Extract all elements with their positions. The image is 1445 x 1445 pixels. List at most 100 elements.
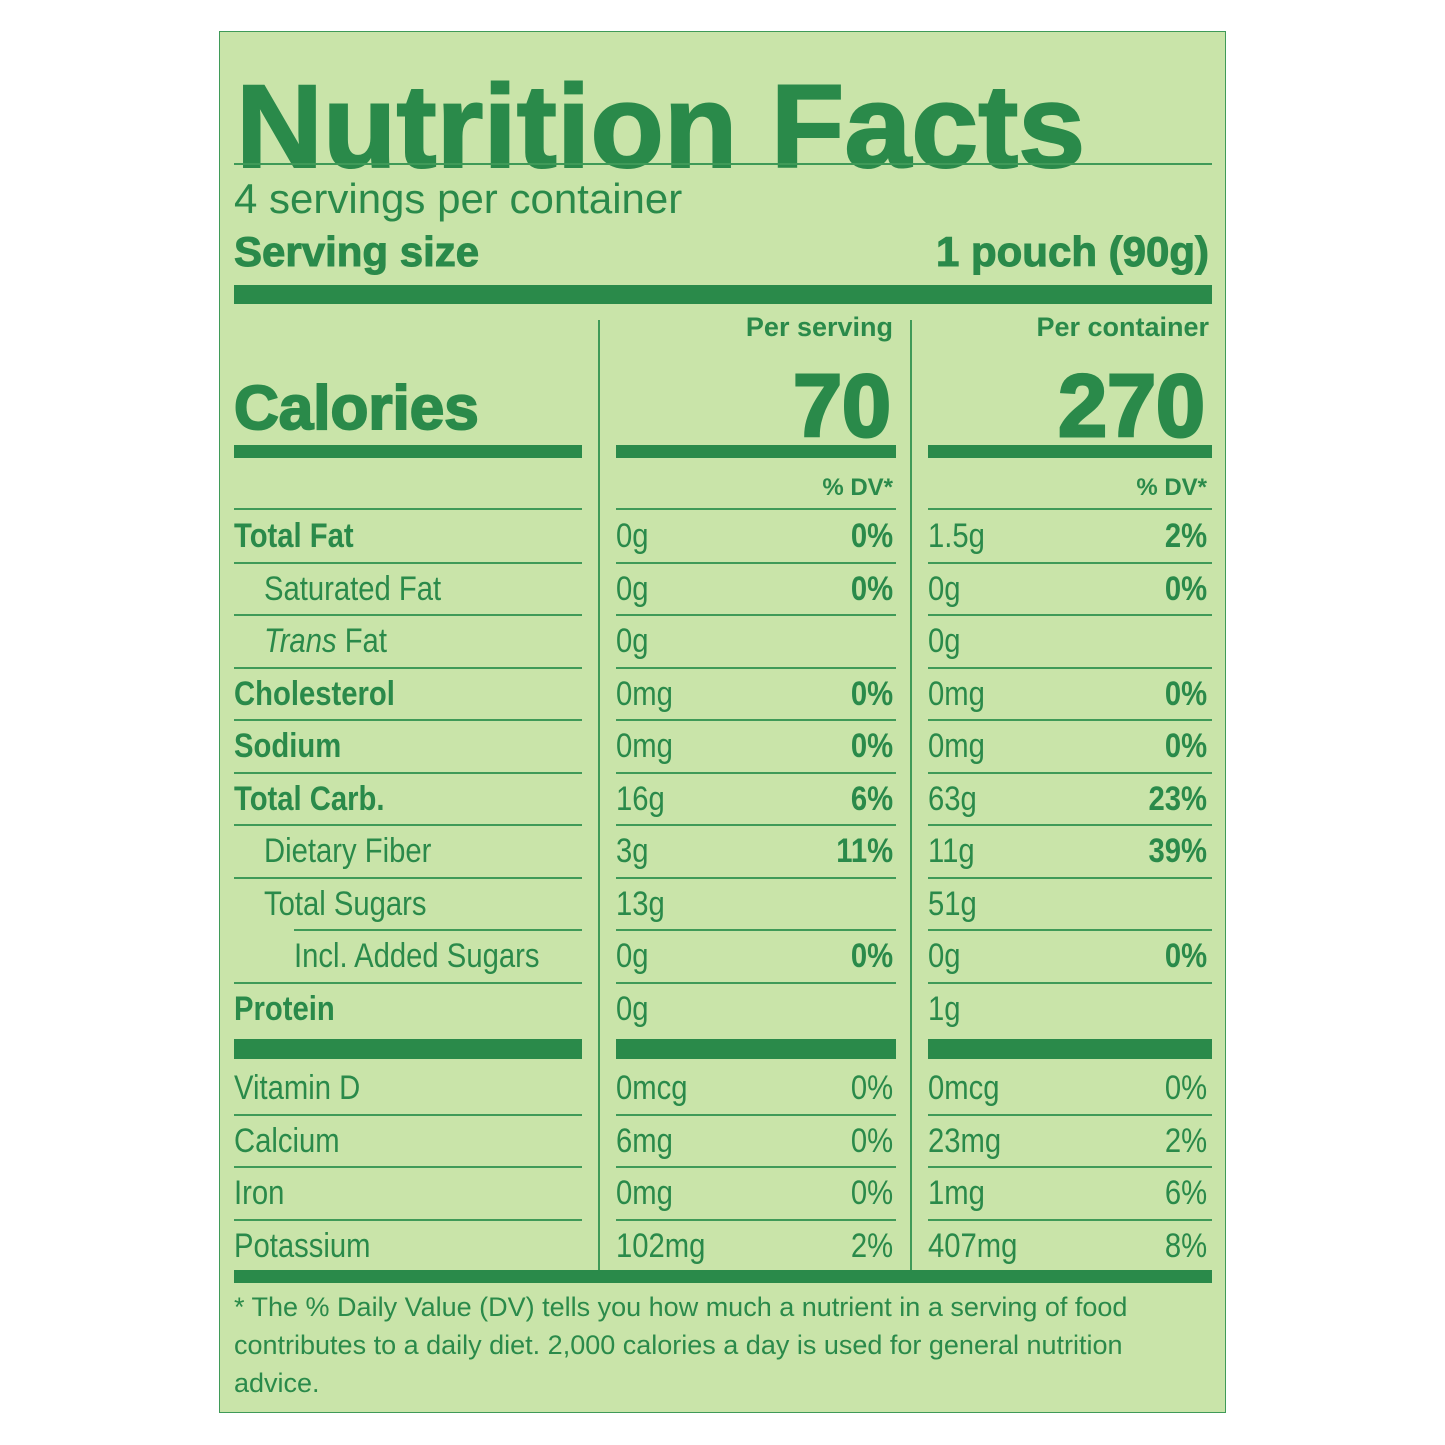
calories-divider-mid — [616, 445, 896, 458]
serving-amount: 0g — [616, 622, 649, 660]
nutrient-row: Cholesterol 0mg 0% 0mg 0% — [220, 668, 1225, 720]
serving-amount: 6mg — [616, 1121, 673, 1160]
nutrient-divider-right — [928, 1039, 1212, 1059]
container-amount: 1.5g — [928, 517, 985, 555]
row-divider — [616, 824, 896, 826]
label-title: Nutrition Facts — [235, 61, 1086, 193]
nutrient-name: Incl. Added Sugars — [294, 937, 540, 975]
container-dv: 23% — [1148, 779, 1207, 818]
serving-amount: 0mcg — [616, 1069, 688, 1107]
nutrient-name: Dietary Fiber — [264, 832, 432, 870]
container-amount: 0mg — [928, 674, 985, 713]
serving-amount: 0mg — [616, 727, 673, 765]
serving-amount: 0g — [616, 989, 649, 1028]
row-divider — [234, 1166, 582, 1168]
container-amount: 1mg — [928, 1174, 985, 1212]
serving-dv: 0% — [850, 727, 893, 765]
nutrient-name: Cholesterol — [234, 674, 395, 713]
vitamin-row: Calcium 6mg 0% 23mg 2% — [220, 1115, 1225, 1167]
row-divider — [928, 929, 1212, 931]
serving-dv: 0% — [850, 1069, 893, 1107]
serving-amount: 3g — [616, 832, 649, 870]
row-divider — [928, 719, 1212, 721]
container-amount: 0g — [928, 622, 961, 660]
column-divider-2 — [910, 320, 912, 1270]
nutrient-name: Total Sugars — [264, 884, 427, 923]
serving-dv: 0% — [850, 569, 893, 608]
nutrient-row: Total Fat 0g 0% 1.5g 2% — [220, 510, 1225, 562]
nutrient-row: Protein 0g 1g — [220, 983, 1225, 1035]
nutrient-divider-mid — [616, 1039, 896, 1059]
container-amount: 23mg — [928, 1121, 1002, 1160]
serving-dv: 11% — [836, 832, 893, 870]
container-amount: 51g — [928, 884, 977, 923]
serving-dv: 6% — [850, 779, 893, 818]
calories-per-serving: 70 — [792, 356, 893, 455]
container-dv: 0% — [1164, 1069, 1207, 1107]
row-divider — [928, 666, 1212, 669]
vitamin-name: Iron — [234, 1174, 285, 1212]
vitamin-name: Vitamin D — [234, 1069, 361, 1107]
serving-amount: 0g — [616, 517, 649, 555]
row-divider — [616, 1166, 896, 1168]
row-divider — [928, 508, 1212, 510]
calories-label: Calories — [233, 374, 480, 443]
nutrition-facts-label: Nutrition Facts 4 servings per container… — [219, 31, 1226, 1413]
serving-size-value: 1 pouch (90g) — [935, 228, 1209, 275]
row-divider — [234, 876, 582, 879]
nutrient-divider-left — [234, 1039, 582, 1059]
row-divider — [294, 929, 582, 931]
nutrient-row: Total Carb. 16g 6% 63g 23% — [220, 773, 1225, 825]
nutrient-name: Protein — [234, 989, 335, 1028]
serving-amount: 0g — [616, 937, 649, 975]
footer-divider-thick — [234, 1270, 1212, 1283]
servings-per-container: 4 servings per container — [234, 175, 683, 222]
dv-footnote: * The % Daily Value (DV) tells you how m… — [234, 1292, 1128, 1398]
container-dv: 8% — [1164, 1226, 1207, 1265]
calories-per-container: 270 — [1057, 356, 1207, 455]
nutrient-name: Trans Fat — [264, 624, 387, 658]
row-divider — [234, 508, 582, 510]
container-dv: 0% — [1164, 727, 1207, 765]
serving-dv: 0% — [850, 1174, 893, 1212]
row-divider — [928, 771, 1212, 774]
row-divider — [234, 719, 582, 721]
nutrient-row: Saturated Fat 0g 0% 0g 0% — [220, 563, 1225, 615]
row-divider — [616, 1113, 896, 1116]
container-amount: 0mg — [928, 727, 985, 765]
container-dv: 0% — [1164, 937, 1207, 975]
row-divider — [928, 561, 1212, 564]
container-amount: 11g — [928, 832, 975, 870]
serving-dv: 0% — [850, 674, 893, 713]
serving-amount: 0g — [616, 569, 649, 608]
container-dv: 39% — [1148, 832, 1207, 870]
nutrient-row: Total Sugars 13g 51g — [220, 878, 1225, 930]
row-divider — [234, 824, 582, 826]
vitamin-row: Potassium 102mg 2% 407mg 8% — [220, 1220, 1225, 1272]
row-divider — [928, 1113, 1212, 1116]
row-divider — [616, 561, 896, 564]
row-divider — [616, 981, 896, 984]
row-divider — [616, 614, 896, 616]
vitamin-name: Potassium — [234, 1226, 371, 1265]
row-divider — [616, 876, 896, 879]
container-dv: 6% — [1164, 1174, 1207, 1212]
serving-amount: 0mg — [616, 1174, 673, 1212]
row-divider — [616, 508, 896, 510]
row-divider — [234, 666, 582, 669]
container-amount: 1g — [928, 989, 961, 1028]
serving-dv: 2% — [850, 1226, 893, 1265]
container-amount: 407mg — [928, 1226, 1018, 1265]
row-divider — [616, 719, 896, 721]
container-amount: 63g — [928, 779, 977, 818]
row-divider — [928, 614, 1212, 616]
serving-amount: 0mg — [616, 674, 673, 713]
serving-dv: 0% — [850, 517, 893, 555]
container-amount: 0g — [928, 937, 961, 975]
container-amount: 0mcg — [928, 1069, 1000, 1107]
nutrient-name: Total Fat — [234, 517, 354, 555]
vitamin-row: Vitamin D 0mcg 0% 0mcg 0% — [220, 1062, 1225, 1114]
container-dv: 0% — [1164, 674, 1207, 713]
row-divider — [928, 824, 1212, 826]
container-dv: 2% — [1164, 517, 1207, 555]
